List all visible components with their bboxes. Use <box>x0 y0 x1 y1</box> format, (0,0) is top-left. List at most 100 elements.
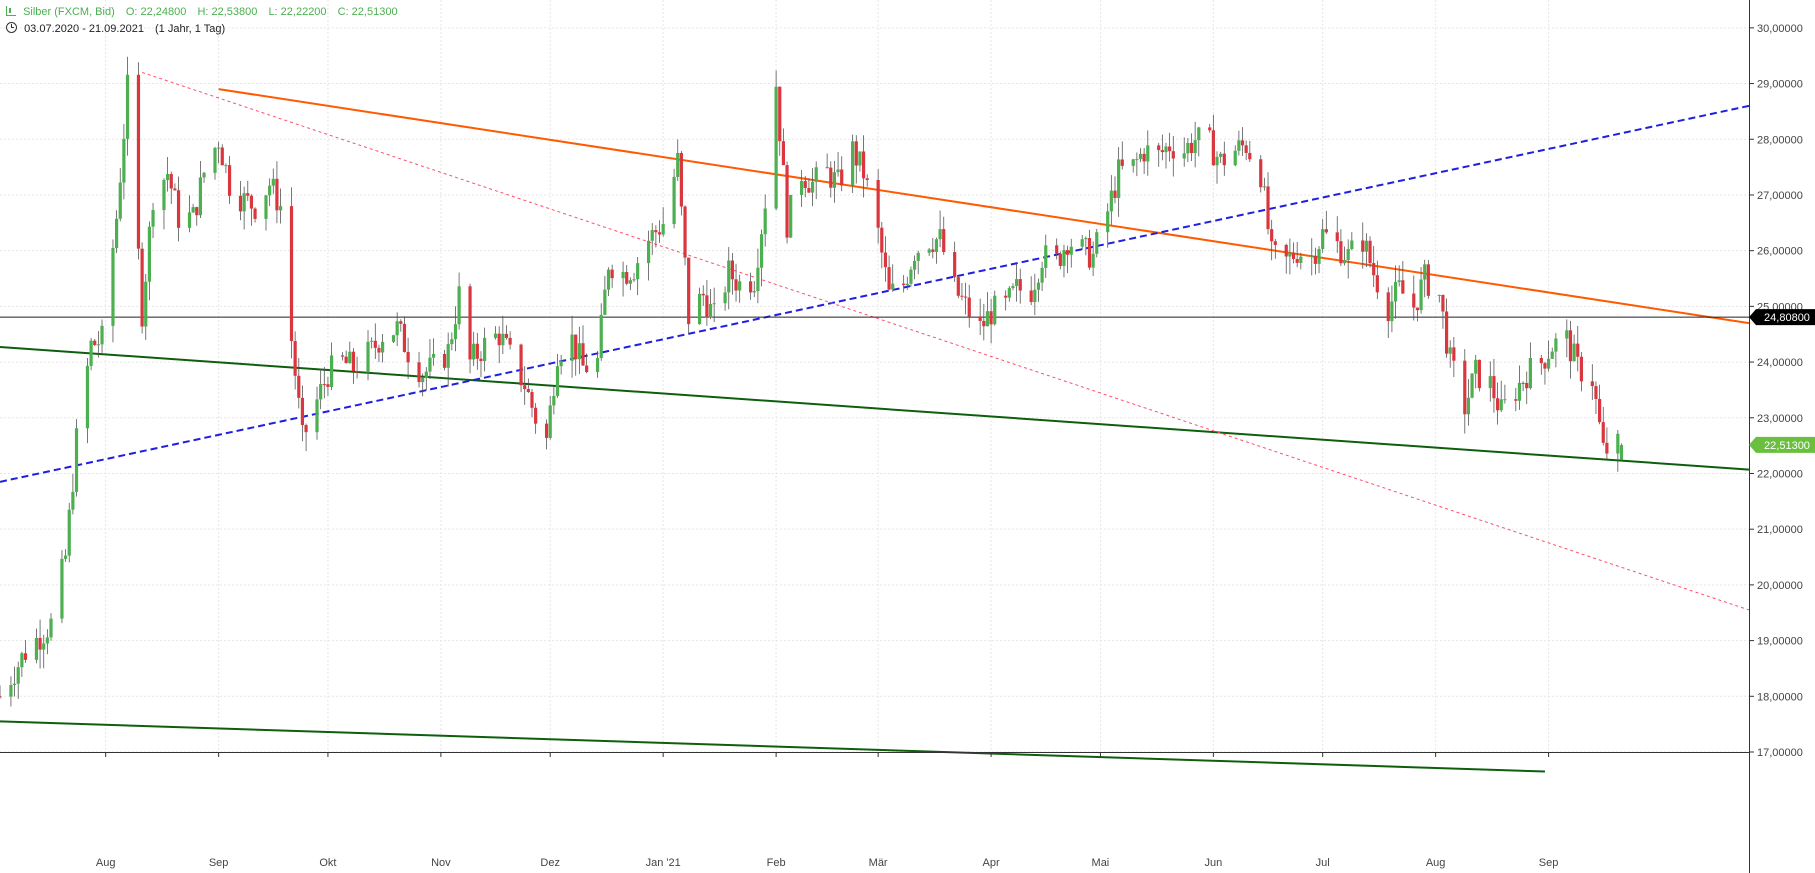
candle-down <box>246 193 250 196</box>
candle-down <box>1590 381 1594 387</box>
candle-up <box>74 428 79 492</box>
candle-down <box>1412 293 1416 308</box>
candle-down <box>355 371 359 373</box>
instrument-name: Silber (FXCM, Bid) <box>23 6 115 18</box>
x-tick-label: Nov <box>431 857 451 869</box>
trendline-downtrend <box>141 71 1750 611</box>
candle-down <box>1240 140 1245 146</box>
candle-down <box>340 355 345 357</box>
candle-up <box>1033 289 1037 303</box>
candle-up <box>1397 280 1401 282</box>
candle-up <box>370 340 374 342</box>
candle-down <box>1492 376 1496 399</box>
candle-up <box>934 239 939 252</box>
candle-down <box>778 86 782 142</box>
candle-up <box>1193 140 1197 154</box>
chart-icon <box>6 6 16 16</box>
candle-up <box>759 234 764 268</box>
candle-down <box>880 227 884 253</box>
candle-down <box>377 347 381 353</box>
candle-up <box>319 384 323 400</box>
candle-down <box>534 407 538 424</box>
candle-up <box>814 167 818 182</box>
candle-up <box>1310 255 1314 257</box>
x-tick-label: Feb <box>767 857 786 869</box>
candle-up <box>63 555 68 559</box>
candle-down <box>963 296 968 298</box>
candle-down <box>1029 290 1033 303</box>
candle-down <box>497 333 501 346</box>
candle-up <box>264 195 268 219</box>
candle-down <box>1291 252 1296 259</box>
candle-down <box>1208 127 1212 131</box>
candle-down <box>1113 190 1117 198</box>
candle-down <box>530 391 534 408</box>
candle-up <box>909 269 913 284</box>
candle-up <box>144 281 148 327</box>
candle-down <box>887 267 891 290</box>
candle-down <box>0 696 2 698</box>
y-tick-label: 23,00000 <box>1757 413 1803 425</box>
candle-up <box>493 333 498 338</box>
candle-down <box>1368 240 1372 264</box>
candle-down <box>275 178 279 211</box>
candle-up <box>1572 343 1576 362</box>
candle-up <box>45 637 49 644</box>
candle-up <box>329 355 334 387</box>
candle-up <box>9 685 13 697</box>
candle-up <box>202 172 206 178</box>
y-tick-label: 20,00000 <box>1757 580 1803 592</box>
candle-up <box>501 333 505 346</box>
candle-up <box>1350 240 1354 249</box>
x-tick-label: Jul <box>1316 857 1330 869</box>
candle-down <box>654 230 658 233</box>
candle-up <box>548 405 552 438</box>
candle-up <box>366 341 370 373</box>
ohlc-low: L: 22,22200 <box>268 6 327 18</box>
instrument-info: Silber (FXCM, Bid) O: 22,24800 H: 22,538… <box>6 6 398 18</box>
candle-up <box>1321 229 1325 250</box>
candle-up <box>606 269 611 290</box>
candle-up <box>1036 282 1041 290</box>
candle-up <box>1616 433 1620 454</box>
candle-up <box>446 344 450 368</box>
candle-up <box>118 182 122 219</box>
candle-up <box>49 618 53 638</box>
y-tick-label: 17,00000 <box>1757 747 1803 759</box>
candle-down <box>785 165 789 238</box>
candle-down <box>749 281 753 293</box>
candle-down <box>1211 130 1215 166</box>
x-tick-label: Aug <box>1426 857 1446 869</box>
y-tick-label: 22,00000 <box>1757 468 1803 480</box>
candle-up <box>756 267 760 292</box>
candle-up <box>1554 338 1558 352</box>
y-tick-label: 21,00000 <box>1757 524 1803 536</box>
candle-up <box>432 353 436 358</box>
candle-up <box>632 279 636 281</box>
candle-up <box>395 321 399 336</box>
candle-down <box>373 340 377 348</box>
candle-up <box>1565 330 1569 339</box>
candle-down <box>1598 398 1602 423</box>
candle-down <box>402 323 407 352</box>
candle-down <box>1372 263 1376 276</box>
candle-up <box>1233 150 1237 166</box>
price-labels: 24,80800 22,51300 <box>1749 309 1815 453</box>
candle-down <box>417 362 421 383</box>
candle-up <box>60 558 64 619</box>
candle-up <box>985 311 990 327</box>
candle-up <box>100 325 104 345</box>
candle-up <box>927 249 931 253</box>
candle-up <box>1131 159 1135 166</box>
candle-down <box>1452 347 1456 361</box>
candle-up <box>621 271 625 279</box>
candle-up <box>1237 140 1241 151</box>
candle-down <box>1339 241 1343 264</box>
candle-up <box>738 281 742 291</box>
candle-down <box>169 174 173 189</box>
last-price-label-bg <box>1749 436 1815 453</box>
candle-down <box>1426 264 1430 296</box>
candle-down <box>931 249 935 252</box>
